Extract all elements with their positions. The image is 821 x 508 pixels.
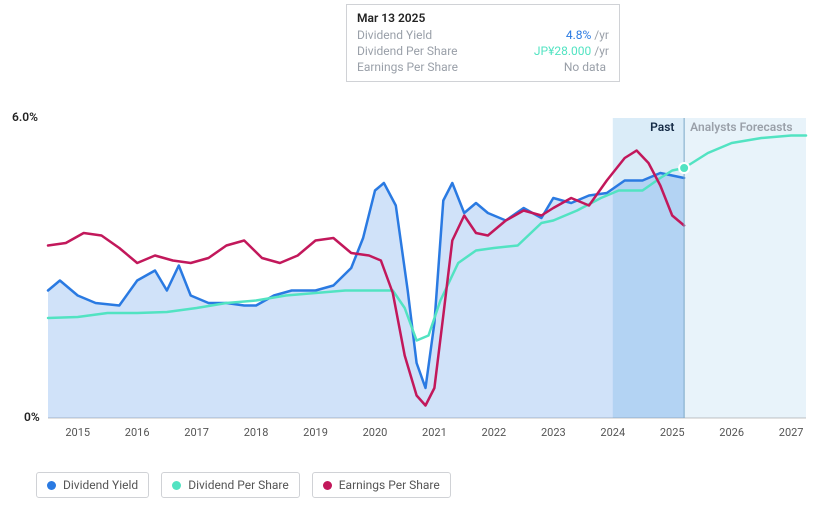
x-axis-tick: 2024: [600, 426, 625, 439]
tooltip-value-wrap: No data: [564, 60, 609, 74]
x-axis-tick: 2027: [779, 426, 804, 439]
tooltip-label: Dividend Yield: [357, 28, 432, 42]
x-axis-tick: 2017: [184, 426, 209, 439]
plot-area[interactable]: Past Analysts Forecasts: [48, 118, 806, 418]
tooltip-unit: /yr: [594, 28, 609, 42]
x-axis-tick: 2021: [422, 426, 447, 439]
legend-dot: [323, 481, 332, 490]
tooltip-row: Dividend Per Share JP¥28.000/yr: [357, 43, 609, 59]
tooltip-value: JP¥28.000: [534, 44, 591, 58]
legend-item-dividend-per-share[interactable]: Dividend Per Share: [161, 472, 300, 498]
x-axis-tick: 2015: [65, 426, 90, 439]
x-axis-tick: 2018: [244, 426, 269, 439]
y-axis-tick-min: 0%: [24, 410, 40, 424]
x-axis-tick: 2020: [363, 426, 388, 439]
tooltip-label: Dividend Per Share: [357, 44, 458, 58]
legend-label: Dividend Yield: [63, 478, 138, 492]
legend-label: Earnings Per Share: [339, 478, 440, 492]
tooltip-row: Dividend Yield 4.8%/yr: [357, 27, 609, 43]
x-axis: 2015 2016 2017 2018 2019 2020 2021 2022 2023 2024…: [48, 426, 806, 442]
tooltip-value: No data: [564, 60, 606, 74]
tooltip-row: Earnings Per Share No data: [357, 59, 609, 75]
legend-label: Dividend Per Share: [188, 478, 289, 492]
legend: Dividend Yield Dividend Per Share Earnin…: [36, 472, 451, 498]
tooltip-date: Mar 13 2025: [357, 11, 609, 25]
hover-tooltip: Mar 13 2025 Dividend Yield 4.8%/yr Divid…: [346, 4, 620, 82]
y-axis-tick-max: 6.0%: [12, 110, 38, 124]
tooltip-value: 4.8%: [566, 28, 591, 42]
tooltip-unit: /yr: [594, 44, 609, 58]
legend-item-earnings-per-share[interactable]: Earnings Per Share: [312, 472, 451, 498]
plot-svg: [48, 118, 806, 418]
forecast-band-label: Analysts Forecasts: [690, 120, 792, 134]
legend-dot: [47, 481, 56, 490]
x-axis-tick: 2022: [482, 426, 507, 439]
x-axis-tick: 2019: [303, 426, 328, 439]
legend-item-dividend-yield[interactable]: Dividend Yield: [36, 472, 149, 498]
tooltip-value-wrap: 4.8%/yr: [566, 28, 609, 42]
tooltip-label: Earnings Per Share: [357, 60, 458, 74]
x-axis-tick: 2026: [719, 426, 744, 439]
x-axis-tick: 2025: [660, 426, 685, 439]
x-axis-tick: 2023: [541, 426, 566, 439]
x-axis-tick: 2016: [125, 426, 150, 439]
legend-dot: [172, 481, 181, 490]
past-band-label: Past: [650, 120, 674, 134]
tooltip-value-wrap: JP¥28.000/yr: [534, 44, 609, 58]
dividend-chart: Mar 13 2025 Dividend Yield 4.8%/yr Divid…: [0, 0, 821, 508]
